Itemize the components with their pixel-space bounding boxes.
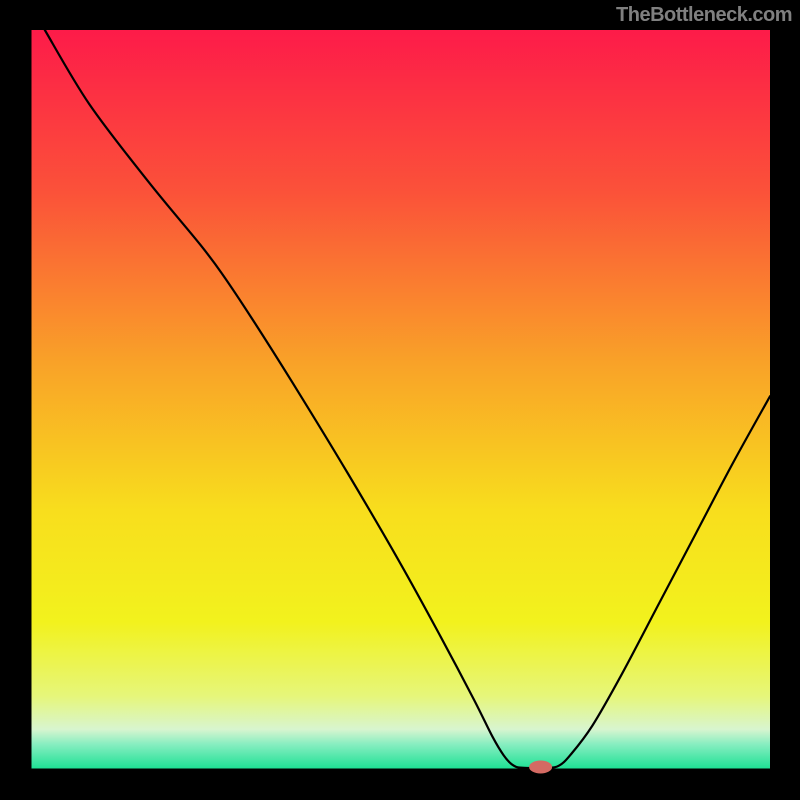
optimal-marker [530, 761, 552, 773]
bottleneck-curve-chart [0, 0, 800, 800]
watermark-text: TheBottleneck.com [616, 4, 792, 27]
chart-container: TheBottleneck.com [0, 0, 800, 800]
gradient-background [30, 30, 770, 770]
